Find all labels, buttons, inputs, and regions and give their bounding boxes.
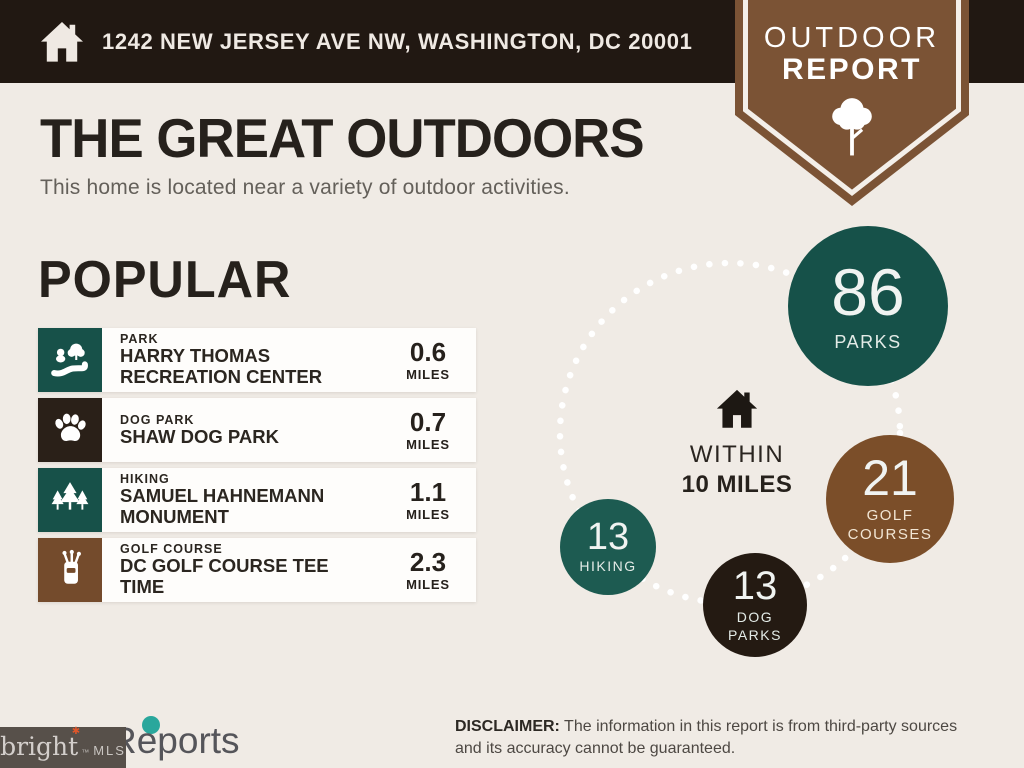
list-item-text: GOLF COURSE DC GOLF COURSE TEE TIME: [102, 538, 372, 602]
paw-icon: [38, 398, 102, 462]
list-item-text: DOG PARK SHAW DOG PARK: [102, 398, 279, 462]
item-category: GOLF COURSE: [120, 542, 223, 557]
disclaimer: DISCLAIMER: The information in this repo…: [455, 716, 980, 759]
bubble-value: 21: [862, 450, 918, 507]
bubble-value: 86: [831, 254, 905, 329]
item-name: DC GOLF COURSE TEE TIME: [120, 555, 329, 597]
item-distance: 1.1 MILES: [386, 468, 476, 532]
bubble-label: GOLF COURSES: [847, 507, 933, 543]
item-distance: 2.3 MILES: [386, 538, 476, 602]
bubble-value: 13: [732, 564, 778, 608]
brand-mls-label: MLS: [93, 743, 126, 758]
home-icon: [41, 21, 83, 62]
home-icon: [716, 389, 758, 428]
popular-heading: POPULAR: [38, 251, 292, 309]
distance-unit: MILES: [406, 436, 450, 452]
item-name: SHAW DOG PARK: [120, 425, 279, 447]
radius-hub: WITHIN 10 MILES: [657, 386, 817, 499]
hub-label-within: WITHIN: [689, 441, 785, 468]
distance-value: 2.3: [409, 546, 447, 577]
ribbon-banner-shape: [735, 0, 969, 206]
item-distance: 0.6 MILES: [386, 328, 476, 392]
brand-wordmark: bright ✱: [0, 726, 81, 761]
item-name: SAMUEL HAHNEMANN MONUMENT: [120, 485, 325, 527]
distance-unit: MILES: [406, 366, 450, 382]
golf-bag-icon: [38, 538, 102, 602]
disclaimer-text: The information in this report is from t…: [455, 718, 958, 757]
tree-icon: [832, 98, 872, 156]
distance-value: 1.1: [409, 476, 447, 507]
distance-unit: MILES: [406, 576, 450, 592]
reports-logo-text: Reports: [110, 720, 240, 761]
badge-line1: OUTDOOR: [763, 22, 941, 54]
pine-trees-icon: [38, 468, 102, 532]
bubble-label: PARKS: [834, 331, 902, 352]
list-item-text: HIKING SAMUEL HAHNEMANN MONUMENT: [102, 468, 372, 532]
reports-logo-dot: [142, 716, 160, 734]
item-name: HARRY THOMAS RECREATION CENTER: [120, 345, 323, 387]
bubble-dog-parks: 13 DOG PARKS: [703, 553, 807, 657]
list-item-dog-park: DOG PARK SHAW DOG PARK 0.7 MILES: [38, 398, 476, 462]
bubble-hiking: 13 HIKING: [560, 499, 656, 595]
list-item-hiking: HIKING SAMUEL HAHNEMANN MONUMENT 1.1 MIL…: [38, 468, 476, 532]
popular-list: PARK HARRY THOMAS RECREATION CENTER 0.6 …: [38, 328, 476, 608]
distance-value: 0.7: [409, 406, 447, 437]
disclaimer-label: DISCLAIMER:: [455, 718, 560, 735]
bright-mls-logo: bright ✱ ™ MLS: [0, 727, 126, 768]
bubble-label: HIKING: [579, 558, 637, 575]
bubble-golf-courses: 21 GOLF COURSES: [826, 435, 954, 563]
outdoor-report-badge: OUTDOOR REPORT: [735, 0, 969, 206]
item-category: PARK: [120, 332, 159, 347]
bubble-parks: 86 PARKS: [788, 226, 948, 386]
brand-trademark: ™: [81, 748, 90, 757]
page-subtitle: This home is located near a variety of o…: [40, 176, 570, 199]
property-address: 1242 NEW JERSEY AVE NW, WASHINGTON, DC 2…: [102, 28, 693, 54]
page-title: THE GREAT OUTDOORS: [40, 107, 645, 169]
bubble-label: DOG PARKS: [728, 609, 782, 643]
list-item-golf: GOLF COURSE DC GOLF COURSE TEE TIME 2.3 …: [38, 538, 476, 602]
distance-unit: MILES: [406, 506, 450, 522]
item-distance: 0.7 MILES: [386, 398, 476, 462]
item-category: HIKING: [120, 472, 170, 487]
brand-spark-icon: ✱: [71, 726, 81, 737]
hub-label-miles: 10 MILES: [681, 471, 793, 498]
park-trail-icon: [38, 328, 102, 392]
distance-value: 0.6: [409, 336, 447, 367]
list-item-text: PARK HARRY THOMAS RECREATION CENTER: [102, 328, 372, 392]
list-item-park: PARK HARRY THOMAS RECREATION CENTER 0.6 …: [38, 328, 476, 392]
bubble-value: 13: [586, 516, 630, 559]
badge-line2: REPORT: [781, 53, 922, 86]
item-category: DOG PARK: [120, 412, 195, 427]
